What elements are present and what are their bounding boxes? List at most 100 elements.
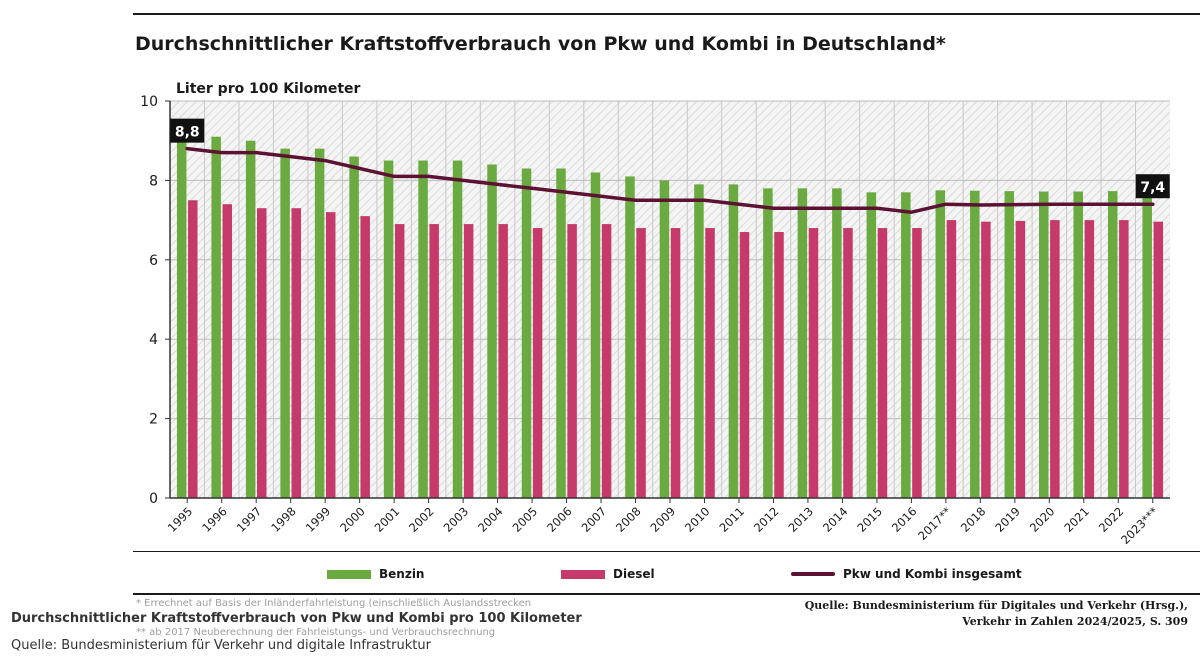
source-note: Quelle: Bundesministerium für Digitales … xyxy=(805,598,1188,630)
annotation-box xyxy=(1135,174,1170,199)
annotation-box xyxy=(170,118,205,143)
series-line-total xyxy=(185,146,1155,214)
bar-diesel xyxy=(636,228,646,499)
bar-diesel xyxy=(532,228,543,499)
bar-diesel xyxy=(705,228,715,499)
bar-benzin xyxy=(728,184,739,498)
bar-benzin xyxy=(176,136,187,499)
bar-diesel xyxy=(257,208,267,498)
y-axis-label: Liter pro 100 Kilometer xyxy=(176,81,361,97)
frame-bottom-rule xyxy=(133,593,1200,595)
bar-diesel xyxy=(394,224,405,498)
x-tick-label: 2018 xyxy=(958,504,989,535)
x-tick-label: 2013 xyxy=(785,504,816,535)
bar-benzin xyxy=(556,168,566,499)
bar-benzin xyxy=(659,180,670,498)
bar-diesel xyxy=(1119,220,1129,498)
y-tick-label: 4 xyxy=(149,332,158,348)
source-line-2: Verkehr in Zahlen 2024/2025, S. 309 xyxy=(962,615,1188,628)
x-tick-label: 2019 xyxy=(992,504,1023,535)
y-tick-label: 6 xyxy=(149,253,158,269)
x-tick-label: 2023*** xyxy=(1118,504,1161,547)
bar-benzin xyxy=(383,160,394,499)
bar-diesel xyxy=(1015,220,1026,499)
y-tick-label: 8 xyxy=(149,173,158,189)
x-tick-label: 2002 xyxy=(406,504,437,535)
bar-diesel xyxy=(877,228,888,499)
bar-benzin xyxy=(1073,191,1083,499)
bar-diesel xyxy=(912,228,922,499)
annotation-label: 7,4 xyxy=(1140,180,1165,196)
bar-diesel xyxy=(670,228,681,499)
bar-diesel xyxy=(601,224,612,498)
bar-benzin xyxy=(1039,191,1049,499)
bar-diesel xyxy=(463,224,474,498)
x-tick-label: 1995 xyxy=(165,504,196,535)
bar-diesel xyxy=(808,228,819,499)
legend-total: Pkw und Kombi insgesamt xyxy=(791,567,1022,581)
bar-diesel xyxy=(981,221,991,499)
y-tick-label: 2 xyxy=(149,412,158,428)
bar-benzin xyxy=(970,190,980,499)
footnote-1: * Errechnet auf Basis der Inländerfahrle… xyxy=(136,598,532,609)
x-tick-label: 2008 xyxy=(613,504,644,535)
x-tick-label: 2006 xyxy=(544,504,575,535)
legend-diesel: Diesel xyxy=(561,567,655,581)
bar-diesel xyxy=(843,228,853,499)
source-line-1: Quelle: Bundesministerium für Digitales … xyxy=(804,599,1188,612)
bar-diesel xyxy=(1084,220,1095,498)
bar-benzin xyxy=(521,168,532,499)
x-tick-label: 2009 xyxy=(648,504,679,535)
legend-benzin-label: Benzin xyxy=(379,567,425,581)
annotation-label: 8,8 xyxy=(175,125,200,141)
bar-benzin xyxy=(866,192,877,498)
x-tick-label: 1999 xyxy=(303,504,334,535)
plot-area xyxy=(170,101,1170,498)
bar-diesel xyxy=(946,220,957,498)
x-tick-label: 2001 xyxy=(372,504,403,535)
frame-top-rule xyxy=(133,13,1200,15)
x-tick-label: 2015 xyxy=(854,504,885,535)
x-tick-label: 2010 xyxy=(682,504,713,535)
bar-benzin xyxy=(797,188,808,498)
bar-benzin xyxy=(487,164,497,498)
bar-diesel xyxy=(1153,221,1164,499)
legend-total-label: Pkw und Kombi insgesamt xyxy=(843,567,1022,581)
bar-benzin xyxy=(763,188,773,498)
legend-divider xyxy=(133,551,1200,552)
y-tick-label: 10 xyxy=(140,94,158,110)
bar-diesel xyxy=(360,216,370,498)
figure-caption: Durchschnittlicher Kraftstoffverbrauch v… xyxy=(11,611,582,626)
x-tick-label: 2011 xyxy=(716,504,747,535)
legend-total-swatch xyxy=(791,572,835,576)
bar-diesel xyxy=(291,208,301,498)
x-tick-label: 2017** xyxy=(915,504,954,543)
x-tick-label: 1996 xyxy=(199,504,230,535)
y-tick-label: 0 xyxy=(149,491,158,507)
bar-benzin xyxy=(1004,191,1015,498)
bar-benzin xyxy=(349,156,359,498)
bar-diesel xyxy=(222,204,233,498)
bar-diesel xyxy=(774,232,784,498)
legend-benzin-swatch xyxy=(327,569,371,579)
x-tick-label: 2003 xyxy=(441,504,472,535)
x-tick-label: 2014 xyxy=(820,504,851,535)
legend-diesel-label: Diesel xyxy=(613,567,655,581)
bar-benzin xyxy=(452,160,463,499)
x-tick-label: 2016 xyxy=(889,504,920,535)
bar-benzin xyxy=(935,190,946,498)
x-tick-label: 2022 xyxy=(1096,504,1127,535)
bar-benzin xyxy=(314,148,325,498)
x-tick-label: 2007 xyxy=(579,504,610,535)
x-tick-label: 2021 xyxy=(1061,504,1092,535)
bar-benzin xyxy=(901,192,911,498)
bar-diesel xyxy=(739,232,750,498)
bar-benzin xyxy=(418,160,428,499)
x-tick-label: 2012 xyxy=(751,504,782,535)
x-tick-label: 1997 xyxy=(234,504,265,535)
bar-diesel xyxy=(429,224,439,498)
bar-benzin xyxy=(694,184,704,498)
bar-benzin xyxy=(1142,192,1152,498)
bar-benzin xyxy=(1107,191,1118,498)
